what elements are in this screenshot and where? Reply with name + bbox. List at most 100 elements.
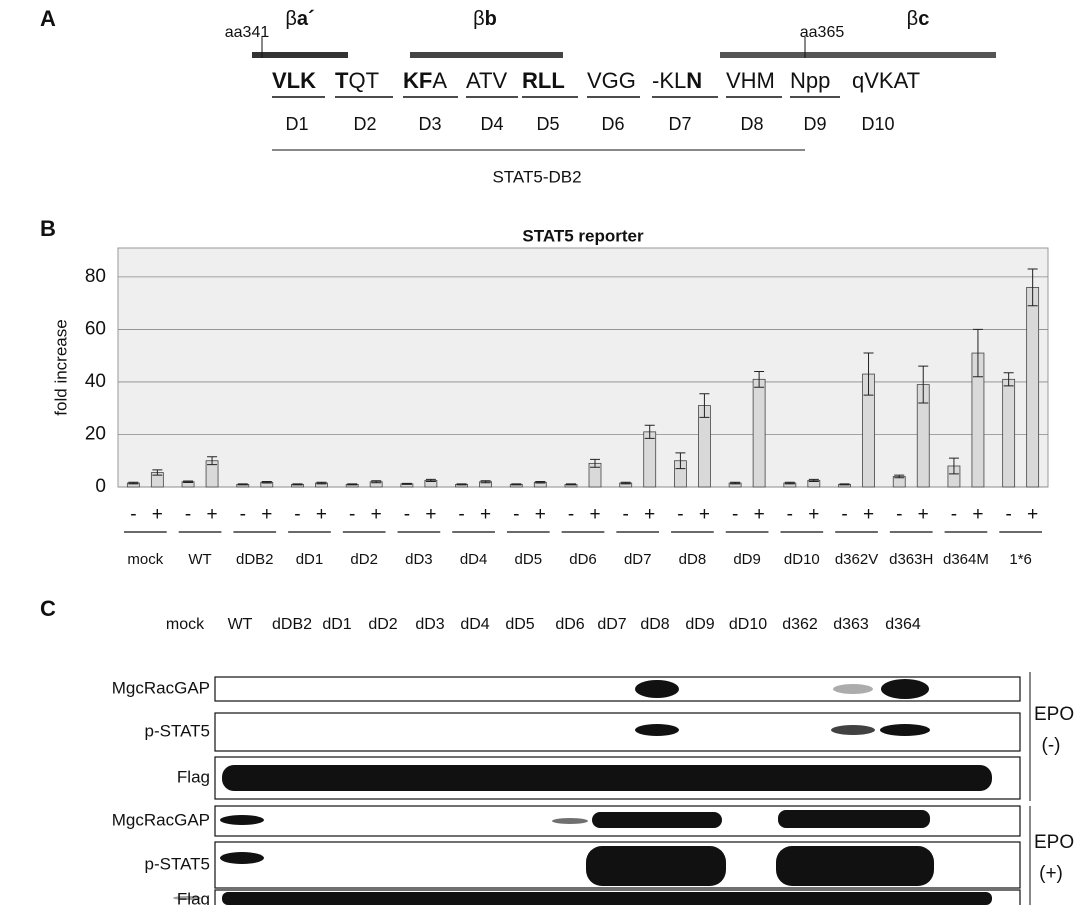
strand-bar: [410, 52, 563, 58]
lane-label: dD8: [640, 616, 669, 633]
condition-label: EPO: [1034, 832, 1074, 853]
text-part: b: [485, 8, 497, 30]
text-part: β: [907, 8, 919, 30]
row-label: Flag: [177, 889, 210, 905]
figure: ABCaa341aa365βa´βbβcVLKTQTKFAATVRLLVGG-K…: [0, 0, 1086, 905]
x-tick-label: +: [535, 504, 546, 525]
lane-label: dD5: [505, 616, 534, 633]
text-part: Npp: [790, 68, 830, 93]
domain-label: D3: [418, 114, 441, 134]
condition-label: (+): [1039, 863, 1063, 884]
band: [222, 765, 992, 791]
domain-label: D8: [740, 114, 763, 134]
y-axis-label: fold increase: [51, 319, 70, 415]
strand-label: βa´: [285, 8, 314, 30]
x-tick-label: +: [316, 504, 327, 525]
y-tick-label: 60: [85, 318, 106, 339]
band: [833, 684, 873, 694]
page: ABCaa341aa365βa´βbβcVLKTQTKFAATVRLLVGG-K…: [0, 0, 1086, 905]
text-part: QT: [348, 68, 379, 93]
strand-label: βc: [907, 8, 930, 30]
sequence-segment: VLK: [272, 68, 316, 93]
x-tick-label: +: [863, 504, 874, 525]
text-part: T: [335, 68, 349, 93]
sequence-segment: Npp: [790, 68, 830, 93]
x-tick-label: +: [589, 504, 600, 525]
group-label: dD9: [733, 551, 761, 568]
panel-label: A: [40, 6, 56, 31]
lane-label: dD9: [685, 616, 714, 633]
plot-area: [118, 248, 1048, 487]
sequence-segment: RLL: [522, 68, 565, 93]
bar: [753, 379, 765, 487]
group-label: d362V: [835, 551, 878, 568]
row-label: Flag: [177, 767, 210, 786]
band: [222, 892, 992, 905]
lane-label: mock: [166, 616, 205, 633]
x-tick-label: -: [623, 504, 629, 525]
condition-label: (-): [1042, 735, 1061, 756]
lane-label: WT: [228, 616, 253, 633]
group-label: mock: [127, 551, 163, 568]
band: [635, 680, 679, 698]
x-tick-label: -: [404, 504, 410, 525]
region-label: STAT5-DB2: [492, 167, 581, 186]
text-part: VHM: [726, 68, 775, 93]
text-part: KF: [403, 68, 432, 93]
chart-title: STAT5 reporter: [522, 226, 644, 245]
band: [220, 815, 264, 825]
x-tick-label: -: [1005, 504, 1011, 525]
x-tick-label: -: [240, 504, 246, 525]
lane-label: dD1: [322, 616, 351, 633]
lane-label: dD2: [368, 616, 397, 633]
group-label: dD6: [569, 551, 597, 568]
group-label: d363H: [889, 551, 933, 568]
row-label: p-STAT5: [145, 721, 211, 740]
group-label: dD3: [405, 551, 433, 568]
domain-label: D10: [861, 114, 894, 134]
text-part: a´: [297, 8, 315, 30]
lane-label: dD4: [460, 616, 489, 633]
x-tick-label: +: [425, 504, 436, 525]
group-label: dD1: [296, 551, 324, 568]
group-label: WT: [188, 551, 211, 568]
x-tick-label: -: [513, 504, 519, 525]
x-tick-label: -: [130, 504, 136, 525]
lane-label: dDB2: [272, 616, 312, 633]
strand-label: βb: [473, 8, 497, 30]
x-tick-label: -: [677, 504, 683, 525]
domain-label: D2: [353, 114, 376, 134]
lane-label: d363: [833, 616, 869, 633]
row-label: MgcRacGAP: [112, 678, 210, 697]
group-label: dD8: [679, 551, 707, 568]
band: [880, 724, 930, 736]
lane-label: dD6: [555, 616, 584, 633]
x-tick-label: -: [568, 504, 574, 525]
group-label: dD2: [350, 551, 378, 568]
x-tick-label: +: [644, 504, 655, 525]
bar: [1003, 379, 1015, 487]
text-part: N: [686, 68, 702, 93]
domain-label: D9: [803, 114, 826, 134]
group-label: d364M: [943, 551, 989, 568]
sequence-segment: -KLN: [652, 68, 702, 93]
x-tick-label: -: [787, 504, 793, 525]
x-tick-label: -: [841, 504, 847, 525]
band: [220, 852, 264, 864]
domain-label: D6: [601, 114, 624, 134]
x-tick-label: +: [972, 504, 983, 525]
band: [635, 724, 679, 736]
y-tick-label: 20: [85, 423, 106, 444]
x-tick-label: +: [152, 504, 163, 525]
lane-label: d362: [782, 616, 818, 633]
x-tick-label: -: [732, 504, 738, 525]
residue-marker: aa365: [800, 24, 845, 41]
sequence-segment: ATV: [466, 68, 507, 93]
text-part: qVKAT: [852, 68, 920, 93]
domain-label: D7: [668, 114, 691, 134]
text-part: c: [918, 8, 929, 30]
x-tick-label: +: [699, 504, 710, 525]
strand-bar: [252, 52, 348, 58]
y-tick-label: 0: [95, 476, 106, 497]
lane-label: d364: [885, 616, 921, 633]
